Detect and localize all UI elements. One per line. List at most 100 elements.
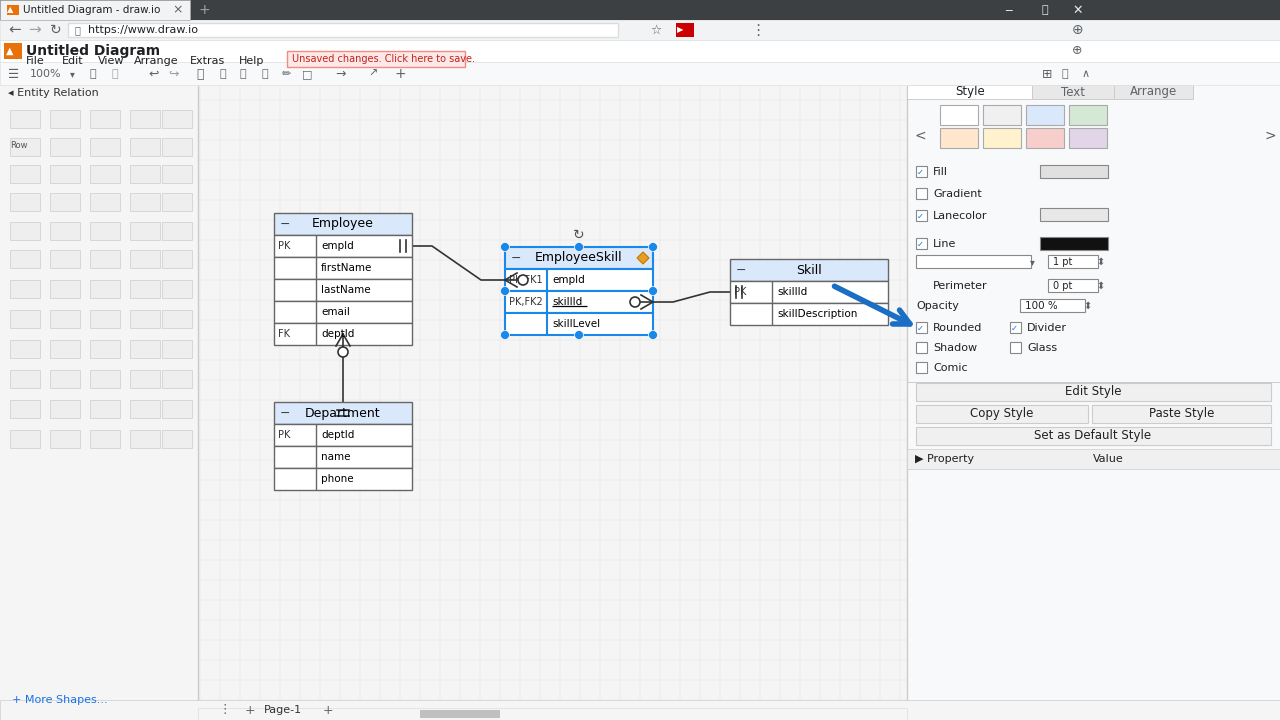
FancyBboxPatch shape xyxy=(50,370,79,388)
FancyBboxPatch shape xyxy=(274,446,412,468)
Circle shape xyxy=(500,287,509,295)
Text: Department: Department xyxy=(305,407,381,420)
Text: email: email xyxy=(321,307,349,317)
FancyBboxPatch shape xyxy=(90,400,120,418)
FancyBboxPatch shape xyxy=(10,430,40,448)
Text: →: → xyxy=(28,22,41,37)
FancyBboxPatch shape xyxy=(50,193,79,211)
FancyBboxPatch shape xyxy=(940,105,978,125)
Text: Set as Default Style: Set as Default Style xyxy=(1034,430,1152,443)
Text: Text: Text xyxy=(1061,86,1085,99)
FancyBboxPatch shape xyxy=(1032,85,1114,99)
FancyBboxPatch shape xyxy=(10,400,40,418)
FancyBboxPatch shape xyxy=(131,400,160,418)
FancyBboxPatch shape xyxy=(50,138,79,156)
Text: 100%: 100% xyxy=(29,69,61,79)
FancyBboxPatch shape xyxy=(1069,128,1107,148)
Text: ⧉: ⧉ xyxy=(1062,69,1069,79)
Text: ▶ Property: ▶ Property xyxy=(915,454,974,464)
FancyBboxPatch shape xyxy=(50,222,79,240)
Text: −: − xyxy=(280,407,291,420)
FancyBboxPatch shape xyxy=(916,210,927,221)
Circle shape xyxy=(500,243,509,251)
FancyBboxPatch shape xyxy=(1069,105,1107,125)
FancyBboxPatch shape xyxy=(131,193,160,211)
Text: 🔍: 🔍 xyxy=(90,69,96,79)
FancyBboxPatch shape xyxy=(1039,165,1108,178)
FancyBboxPatch shape xyxy=(163,430,192,448)
FancyBboxPatch shape xyxy=(1027,128,1064,148)
Text: →: → xyxy=(335,68,346,81)
Text: Help: Help xyxy=(238,56,264,66)
FancyBboxPatch shape xyxy=(50,340,79,358)
Text: ◂ Entity Relation: ◂ Entity Relation xyxy=(8,88,99,98)
Text: https://www.draw.io: https://www.draw.io xyxy=(88,25,198,35)
Circle shape xyxy=(575,330,584,340)
Text: Arrange: Arrange xyxy=(1130,86,1178,99)
FancyBboxPatch shape xyxy=(50,280,79,298)
FancyBboxPatch shape xyxy=(730,281,888,303)
Text: Paste Style: Paste Style xyxy=(1149,408,1215,420)
Text: Skill: Skill xyxy=(796,264,822,276)
FancyBboxPatch shape xyxy=(90,430,120,448)
Text: PK: PK xyxy=(733,287,746,297)
Text: ☰: ☰ xyxy=(8,68,19,81)
Text: 🪣: 🪣 xyxy=(262,69,269,79)
Text: Gradient: Gradient xyxy=(933,189,982,199)
Text: Shadow: Shadow xyxy=(933,343,977,353)
Text: ↻: ↻ xyxy=(50,23,61,37)
FancyBboxPatch shape xyxy=(10,370,40,388)
FancyBboxPatch shape xyxy=(1020,299,1085,312)
Text: Arrange: Arrange xyxy=(134,56,179,66)
FancyBboxPatch shape xyxy=(131,250,160,268)
Text: ⬍: ⬍ xyxy=(1083,301,1091,311)
FancyBboxPatch shape xyxy=(1010,342,1021,353)
Text: >: > xyxy=(1265,129,1276,143)
Text: Copy Style: Copy Style xyxy=(970,408,1034,420)
FancyBboxPatch shape xyxy=(131,165,160,183)
FancyBboxPatch shape xyxy=(1027,105,1064,125)
Text: name: name xyxy=(321,452,351,462)
FancyBboxPatch shape xyxy=(274,323,412,345)
FancyBboxPatch shape xyxy=(676,23,694,37)
FancyBboxPatch shape xyxy=(50,400,79,418)
FancyBboxPatch shape xyxy=(287,51,465,67)
Text: Style: Style xyxy=(955,86,984,99)
FancyBboxPatch shape xyxy=(50,310,79,328)
Text: Comic: Comic xyxy=(933,363,968,373)
FancyBboxPatch shape xyxy=(506,313,653,335)
Text: File: File xyxy=(26,56,45,66)
FancyBboxPatch shape xyxy=(916,342,927,353)
Text: Divider: Divider xyxy=(1027,323,1068,333)
Text: ⬍: ⬍ xyxy=(1096,281,1105,291)
Text: Page-1: Page-1 xyxy=(264,705,302,715)
Text: ↗: ↗ xyxy=(369,69,378,79)
FancyBboxPatch shape xyxy=(916,255,1030,268)
Text: −: − xyxy=(511,251,521,264)
FancyBboxPatch shape xyxy=(10,280,40,298)
FancyBboxPatch shape xyxy=(0,20,1280,40)
Text: skillId: skillId xyxy=(552,297,582,307)
FancyBboxPatch shape xyxy=(940,128,978,148)
Text: ⬍: ⬍ xyxy=(1096,257,1105,267)
Text: Glass: Glass xyxy=(1027,343,1057,353)
Text: PK: PK xyxy=(278,430,291,440)
Text: 🔒: 🔒 xyxy=(76,25,81,35)
Text: ▶: ▶ xyxy=(677,25,684,35)
Text: ↻: ↻ xyxy=(573,228,585,242)
Text: skillLevel: skillLevel xyxy=(552,319,600,329)
FancyBboxPatch shape xyxy=(90,340,120,358)
FancyBboxPatch shape xyxy=(163,280,192,298)
FancyBboxPatch shape xyxy=(90,280,120,298)
Text: <: < xyxy=(915,129,927,143)
FancyBboxPatch shape xyxy=(198,708,908,720)
FancyBboxPatch shape xyxy=(163,222,192,240)
FancyBboxPatch shape xyxy=(131,222,160,240)
FancyBboxPatch shape xyxy=(10,110,40,128)
FancyBboxPatch shape xyxy=(1039,208,1108,221)
Text: ✏: ✏ xyxy=(282,69,292,79)
FancyBboxPatch shape xyxy=(198,85,908,700)
FancyBboxPatch shape xyxy=(131,110,160,128)
Text: +: + xyxy=(244,703,256,716)
Text: Edit Style: Edit Style xyxy=(1065,385,1121,398)
